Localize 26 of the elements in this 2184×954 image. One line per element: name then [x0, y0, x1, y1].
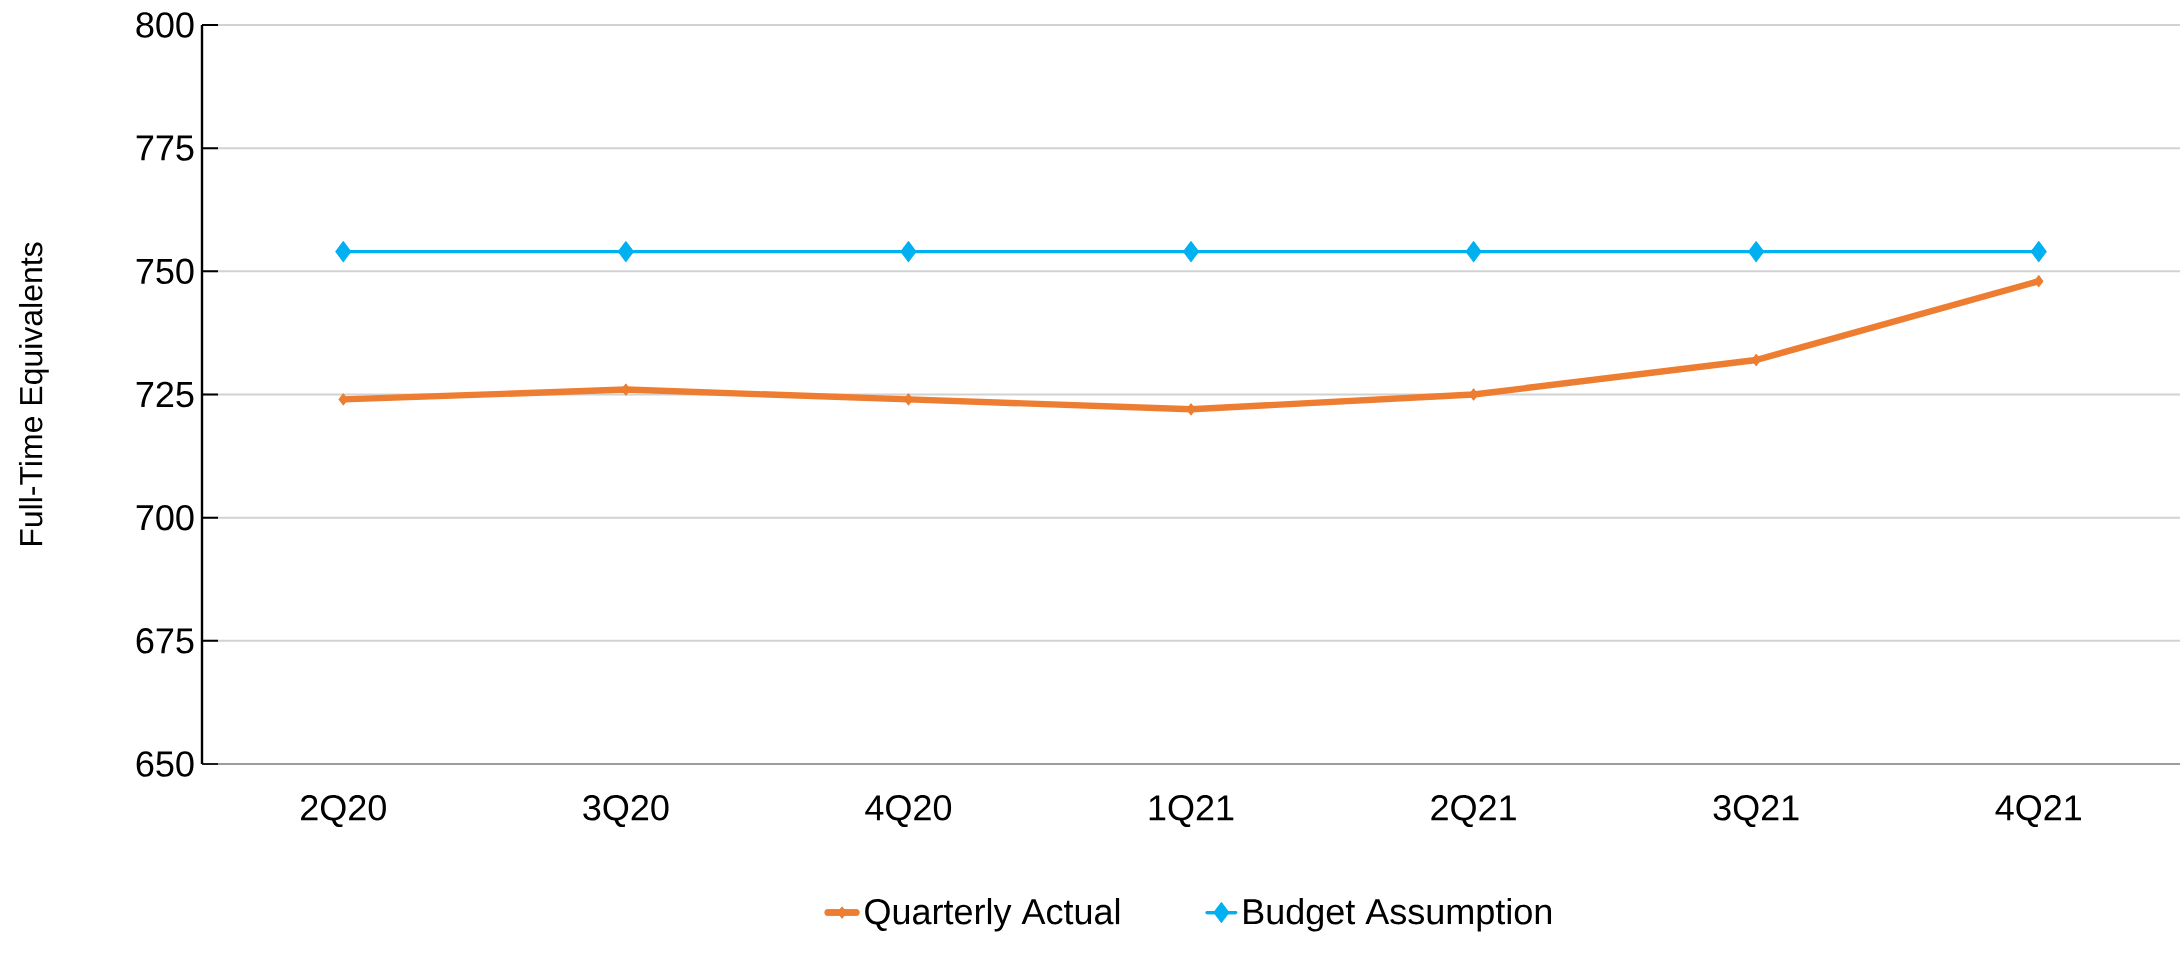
y-tick-label: 750	[136, 258, 194, 285]
y-tick-label: 725	[136, 381, 194, 408]
point	[335, 241, 352, 263]
x-tick-label: 3Q21	[1713, 795, 1799, 828]
point	[2030, 241, 2047, 263]
point	[1751, 353, 1761, 367]
y-tick-label: 800	[136, 12, 194, 38]
point	[617, 241, 634, 263]
y-tick-label: 675	[136, 628, 194, 654]
point	[1465, 241, 1482, 263]
x-tick-label: 4Q20	[865, 795, 952, 828]
y-tick-label: 775	[136, 135, 194, 161]
x-tick-label: 2Q20	[301, 795, 386, 828]
x-tick-label: 3Q20	[583, 795, 669, 828]
legend-label: Budget Assumption	[1244, 898, 1552, 932]
y-tick-label: 700	[136, 504, 194, 531]
point	[900, 241, 917, 263]
y-axis-title: Full-Time Equivalents	[18, 242, 49, 546]
point	[1183, 241, 1200, 263]
x-tick-label: 1Q21	[1149, 795, 1234, 828]
point	[2034, 275, 2044, 288]
legend-label: Quarterly Actual	[865, 898, 1120, 932]
y-tick-label: 650	[136, 751, 194, 777]
x-tick-label: 4Q21	[1995, 795, 2081, 828]
point	[1748, 241, 1765, 263]
x-tick-label: 2Q21	[1431, 795, 1516, 828]
